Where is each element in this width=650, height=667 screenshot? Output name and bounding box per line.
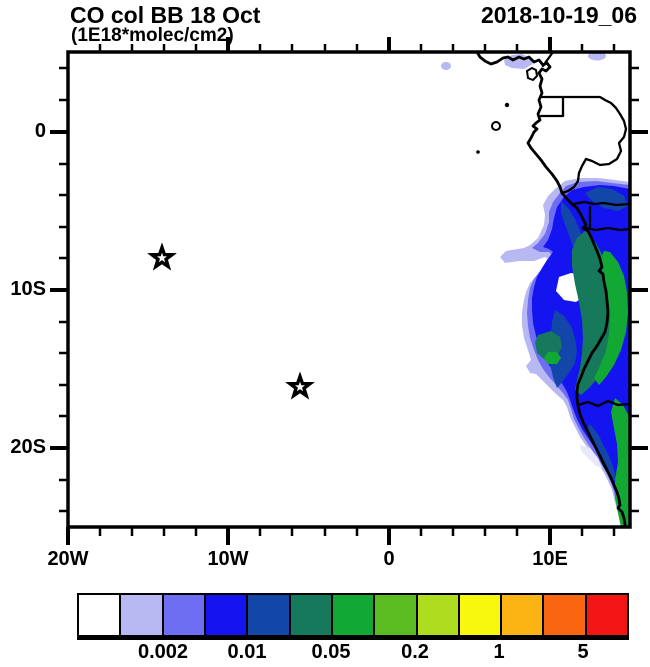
colorbar-cell [544, 595, 587, 635]
plume-level-0.01 [549, 310, 577, 388]
plot-datetime: 2018-10-19_06 [480, 2, 637, 28]
bioko-island [525, 66, 539, 82]
colorbar-cell [417, 595, 460, 635]
y-tick-label: 10S [10, 278, 46, 300]
plume-level-0.05 [544, 352, 561, 364]
geography [475, 52, 630, 527]
colorbar-cell [248, 595, 291, 635]
country-borders-path [539, 52, 630, 408]
colorbar-cell [163, 595, 206, 635]
plume-level-0.01 [586, 424, 616, 481]
colorbar-cell [121, 595, 164, 635]
annobon-island [476, 150, 480, 154]
colorbar-label: 0.01 [227, 641, 267, 663]
colorbar-cell [332, 595, 376, 635]
colorbar-cell [205, 595, 249, 635]
x-tick-label: 0 [383, 548, 395, 570]
minor-ticks [59, 44, 639, 536]
major-ticks [50, 37, 648, 545]
x-tick-label: 10W [207, 548, 249, 570]
colorbar-label: 1 [493, 641, 505, 663]
colorbar-cell [586, 595, 628, 635]
plot-units-label: (1E18*molec/cm2) [71, 25, 234, 46]
colorbar-label: 0.2 [401, 641, 429, 663]
y-tick-label: 0 [34, 120, 46, 142]
principe-island [504, 102, 510, 108]
plume-level-0.05 [594, 251, 628, 385]
colorbar-cell [375, 595, 418, 635]
co-plume-contours [441, 52, 630, 527]
contour-patch-light [588, 52, 606, 61]
x-tick-label: 10E [532, 548, 568, 570]
y-tick-label: 20S [10, 436, 46, 458]
colorbar-cell [502, 595, 545, 635]
star-marker [147, 242, 177, 271]
colorbar-cell [459, 595, 503, 635]
colorbar-label: 0.002 [137, 641, 189, 663]
contour-patch-light [441, 62, 451, 70]
plume-level-0.05 [611, 398, 630, 527]
x-tick-label: 20W [47, 548, 89, 570]
map-frame [66, 50, 632, 529]
coastline-path [475, 52, 627, 527]
colorbar-cell [79, 595, 122, 635]
star-marker [285, 371, 315, 400]
sao-tome-island [491, 121, 501, 131]
colorbar [77, 593, 629, 640]
plume-hole [580, 445, 602, 468]
colorbar-label: 0.05 [311, 641, 351, 663]
colorbar-label: 5 [577, 641, 589, 663]
colorbar-cell [290, 595, 333, 635]
plot-title: CO col BB 18 Oct [70, 2, 261, 28]
